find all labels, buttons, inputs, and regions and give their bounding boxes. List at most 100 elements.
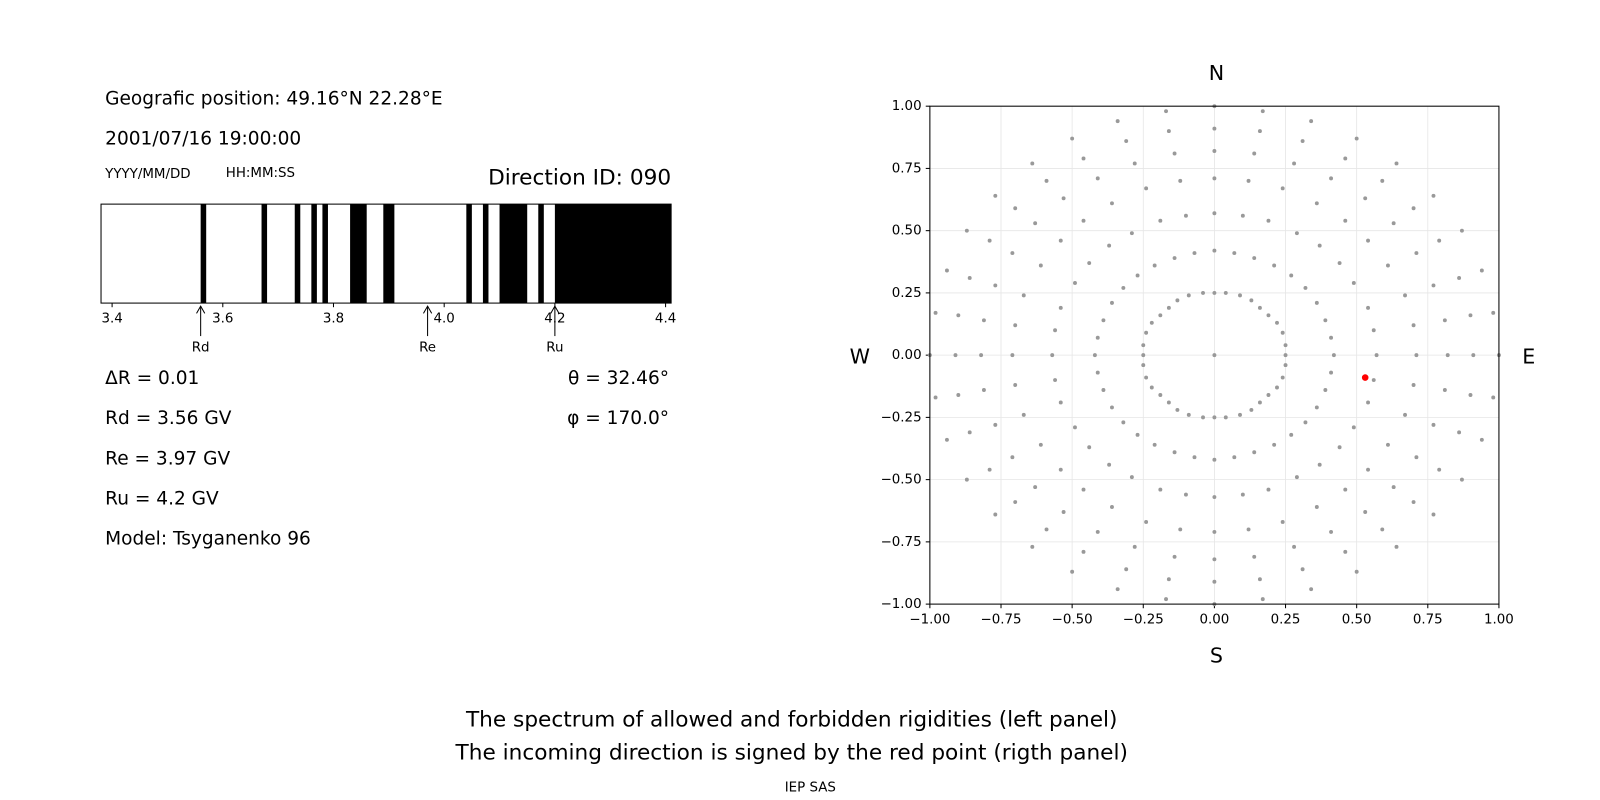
grid-point (1300, 139, 1305, 143)
y-tick-label: 0.00 (892, 348, 922, 363)
grid-point (1238, 412, 1242, 417)
grid-point (1266, 218, 1271, 223)
x-tick-label: −1.00 (909, 613, 950, 628)
grid-point (1391, 221, 1396, 226)
grid-point (1186, 412, 1191, 417)
grid-point (1033, 221, 1038, 226)
forbidden-band (482, 204, 489, 304)
grid-point (1095, 370, 1100, 375)
grid-point (1135, 273, 1140, 278)
grid-point (1257, 129, 1262, 134)
grid-point (1058, 305, 1063, 310)
grid-point (1152, 442, 1157, 447)
grid-point (956, 313, 961, 318)
grid-point (1166, 305, 1171, 310)
grid-point (1013, 323, 1018, 328)
parameter: Re = 3.97 GV (105, 448, 230, 469)
grid-point (1186, 293, 1191, 298)
marker-label: Re (419, 340, 436, 355)
grid-point (1294, 231, 1299, 236)
grid-point (1107, 462, 1112, 467)
x-tick-label: 1.00 (1484, 613, 1514, 628)
grid-point (1115, 119, 1120, 124)
grid-point (1275, 320, 1279, 325)
grid-point (1141, 363, 1146, 368)
grid-point (1141, 343, 1146, 348)
marker-label: Rd (192, 340, 210, 355)
grid-point (967, 276, 972, 280)
grid-point (1394, 544, 1399, 549)
grid-point (1178, 527, 1183, 532)
grid-point (956, 393, 961, 397)
grid-point (1033, 485, 1038, 490)
grid-point (1061, 510, 1066, 514)
marker-arrow-head (550, 305, 560, 314)
x-tick-label: 0.00 (1199, 613, 1229, 628)
grid-point (1354, 569, 1359, 574)
grid-point (979, 353, 984, 358)
grid-point (1386, 263, 1390, 268)
grid-point (1172, 151, 1177, 156)
grid-point (987, 238, 992, 243)
y-tick-label: 0.50 (892, 224, 922, 239)
grid-point (1101, 388, 1106, 392)
grid-point (1337, 445, 1342, 450)
grid-point (1141, 353, 1146, 358)
parameter: ΔR = 0.01 (105, 368, 199, 389)
grid-point (1431, 512, 1436, 517)
grid-point (1110, 405, 1114, 410)
forbidden-band (499, 204, 528, 304)
grid-point (1272, 263, 1277, 268)
angle: φ = 170.0° (567, 408, 669, 429)
grid-point (1252, 450, 1257, 455)
grid-point (1073, 425, 1077, 430)
grid-point (1212, 495, 1217, 500)
grid-point (1479, 268, 1484, 273)
forbidden-band (383, 204, 395, 304)
grid-point (1252, 256, 1257, 261)
grid-point (1275, 385, 1279, 390)
grid-point (1394, 161, 1399, 166)
grid-point (1010, 353, 1015, 358)
grid-point (1164, 109, 1168, 114)
forbidden-band (311, 204, 317, 304)
grid-point (1038, 442, 1043, 447)
grid-point (1201, 415, 1205, 420)
grid-point (1314, 505, 1319, 509)
grid-point (1212, 529, 1217, 534)
grid-point (1124, 139, 1129, 143)
grid-point (1371, 378, 1376, 382)
grid-point (1343, 549, 1348, 554)
grid-point (1212, 290, 1217, 295)
grid-point (1343, 156, 1348, 161)
grid-point (1343, 487, 1348, 492)
compass-label: E (1522, 345, 1535, 369)
grid-point (1212, 457, 1217, 462)
grid-point (1038, 263, 1043, 268)
grid-point (1363, 510, 1368, 514)
grid-point (1303, 420, 1308, 425)
grid-point (1164, 597, 1168, 602)
grid-point (1166, 400, 1171, 405)
grid-point (1292, 544, 1297, 549)
grid-point (1175, 407, 1180, 412)
grid-point (1266, 313, 1271, 318)
grid-point (1192, 455, 1197, 460)
x-tick-label: 0.50 (1342, 613, 1372, 628)
marker-arrow-head (196, 305, 206, 314)
grid-point (1309, 119, 1314, 124)
grid-point (1329, 370, 1334, 375)
grid-point (1223, 415, 1228, 420)
grid-point (1101, 318, 1106, 323)
grid-point (1366, 305, 1371, 310)
grid-point (1260, 597, 1265, 602)
angle: θ = 32.46° (568, 368, 669, 389)
credit: IEP SAS (785, 781, 836, 796)
grid-point (1212, 415, 1217, 420)
grid-point (1238, 293, 1242, 298)
caption: The spectrum of allowed and forbidden ri… (465, 708, 1118, 733)
grid-point (1283, 363, 1288, 368)
parameter: Model: Tsyganenko 96 (105, 529, 311, 550)
grid-point (1457, 276, 1462, 280)
compass-label: W (850, 345, 870, 369)
